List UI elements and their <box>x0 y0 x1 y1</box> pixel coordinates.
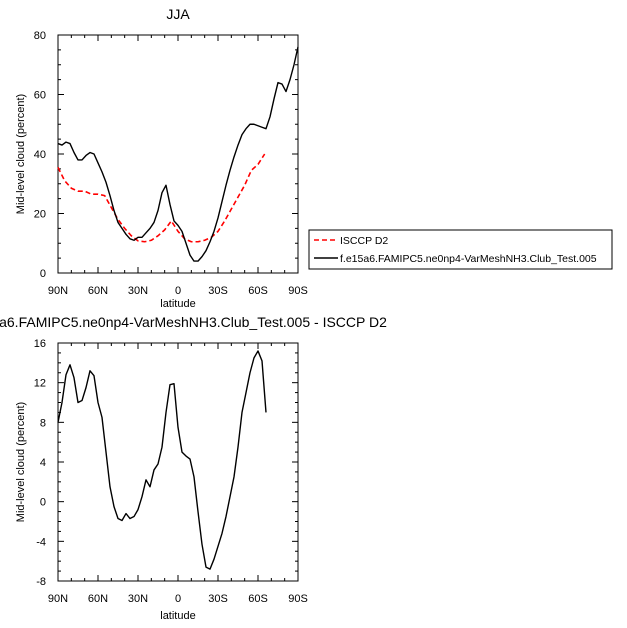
bottom-y-tick-label: 16 <box>34 338 46 350</box>
bottom-y-tick-label: 12 <box>34 378 46 390</box>
legend: ISCCP D2 f.e15a6.FAMIPC5.ne0np4-VarMeshN… <box>308 229 613 270</box>
bottom-x-tick-label: 90N <box>48 593 68 605</box>
top-y-tick-label: 60 <box>34 90 46 102</box>
top-series-group <box>57 46 299 262</box>
bottom-series-line-0 <box>57 350 267 570</box>
bottom-x-tick-labels: 90N 60N 30N 0 30S 60S 90S <box>48 593 308 605</box>
legend-box <box>308 229 613 270</box>
bottom-x-tick-label: 90S <box>288 593 308 605</box>
top-x-axis-label: latitude <box>160 298 195 310</box>
top-y-tick-label: 20 <box>34 209 46 221</box>
top-y-tick-label: 40 <box>34 149 46 161</box>
top-chart-title: JJA <box>166 6 190 22</box>
top-x-tick-label: 30S <box>208 285 228 297</box>
bottom-x-tick-label: 30N <box>128 593 148 605</box>
bottom-x-tick-label: 0 <box>175 593 181 605</box>
top-x-tick-label: 30N <box>128 285 148 297</box>
top-y-tick-labels: 0 20 40 60 80 <box>34 30 46 280</box>
bottom-y-tick-label: 0 <box>40 497 46 509</box>
top-x-tick-label: 90S <box>288 285 308 297</box>
top-x-tick-label: 60S <box>248 285 268 297</box>
bottom-axis-ticks <box>57 342 299 582</box>
bottom-y-axis-label: Mid-level cloud (percent) <box>15 402 27 522</box>
bottom-x-tick-label: 60S <box>248 593 268 605</box>
top-series-line-0 <box>57 153 266 243</box>
bottom-y-tick-label: -4 <box>36 536 46 548</box>
top-chart: JJA 90N 60N 30N 0 30S 60S 90S 0 20 40 60… <box>15 6 308 310</box>
top-x-tick-labels: 90N 60N 30N 0 30S 60S 90S <box>48 285 308 297</box>
bottom-y-tick-labels: -8 -4 0 4 8 12 16 <box>34 338 46 588</box>
top-axis-ticks <box>57 34 299 274</box>
bottom-series-group <box>57 350 267 570</box>
top-y-tick-label: 80 <box>34 30 46 42</box>
bottom-x-tick-label: 30S <box>208 593 228 605</box>
top-x-tick-label: 90N <box>48 285 68 297</box>
top-x-tick-label: 0 <box>175 285 181 297</box>
bottom-y-tick-label: 8 <box>40 417 46 429</box>
top-y-tick-label: 0 <box>40 268 46 280</box>
top-x-tick-label: 60N <box>88 285 108 297</box>
bottom-chart: a6.FAMIPC5.ne0np4-VarMeshNH3.Club_Test.0… <box>0 314 387 622</box>
legend-label-model: f.e15a6.FAMIPC5.ne0np4-VarMeshNH3.Club_T… <box>340 253 597 265</box>
bottom-y-tick-label: 4 <box>40 457 46 469</box>
top-y-axis-label: Mid-level cloud (percent) <box>15 94 27 214</box>
top-series-line-1 <box>57 46 299 262</box>
bottom-x-tick-label: 60N <box>88 593 108 605</box>
bottom-x-axis-label: latitude <box>160 610 195 622</box>
legend-label-isccp: ISCCP D2 <box>340 235 388 247</box>
bottom-y-tick-label: -8 <box>36 576 46 588</box>
bottom-chart-title: a6.FAMIPC5.ne0np4-VarMeshNH3.Club_Test.0… <box>0 314 387 330</box>
